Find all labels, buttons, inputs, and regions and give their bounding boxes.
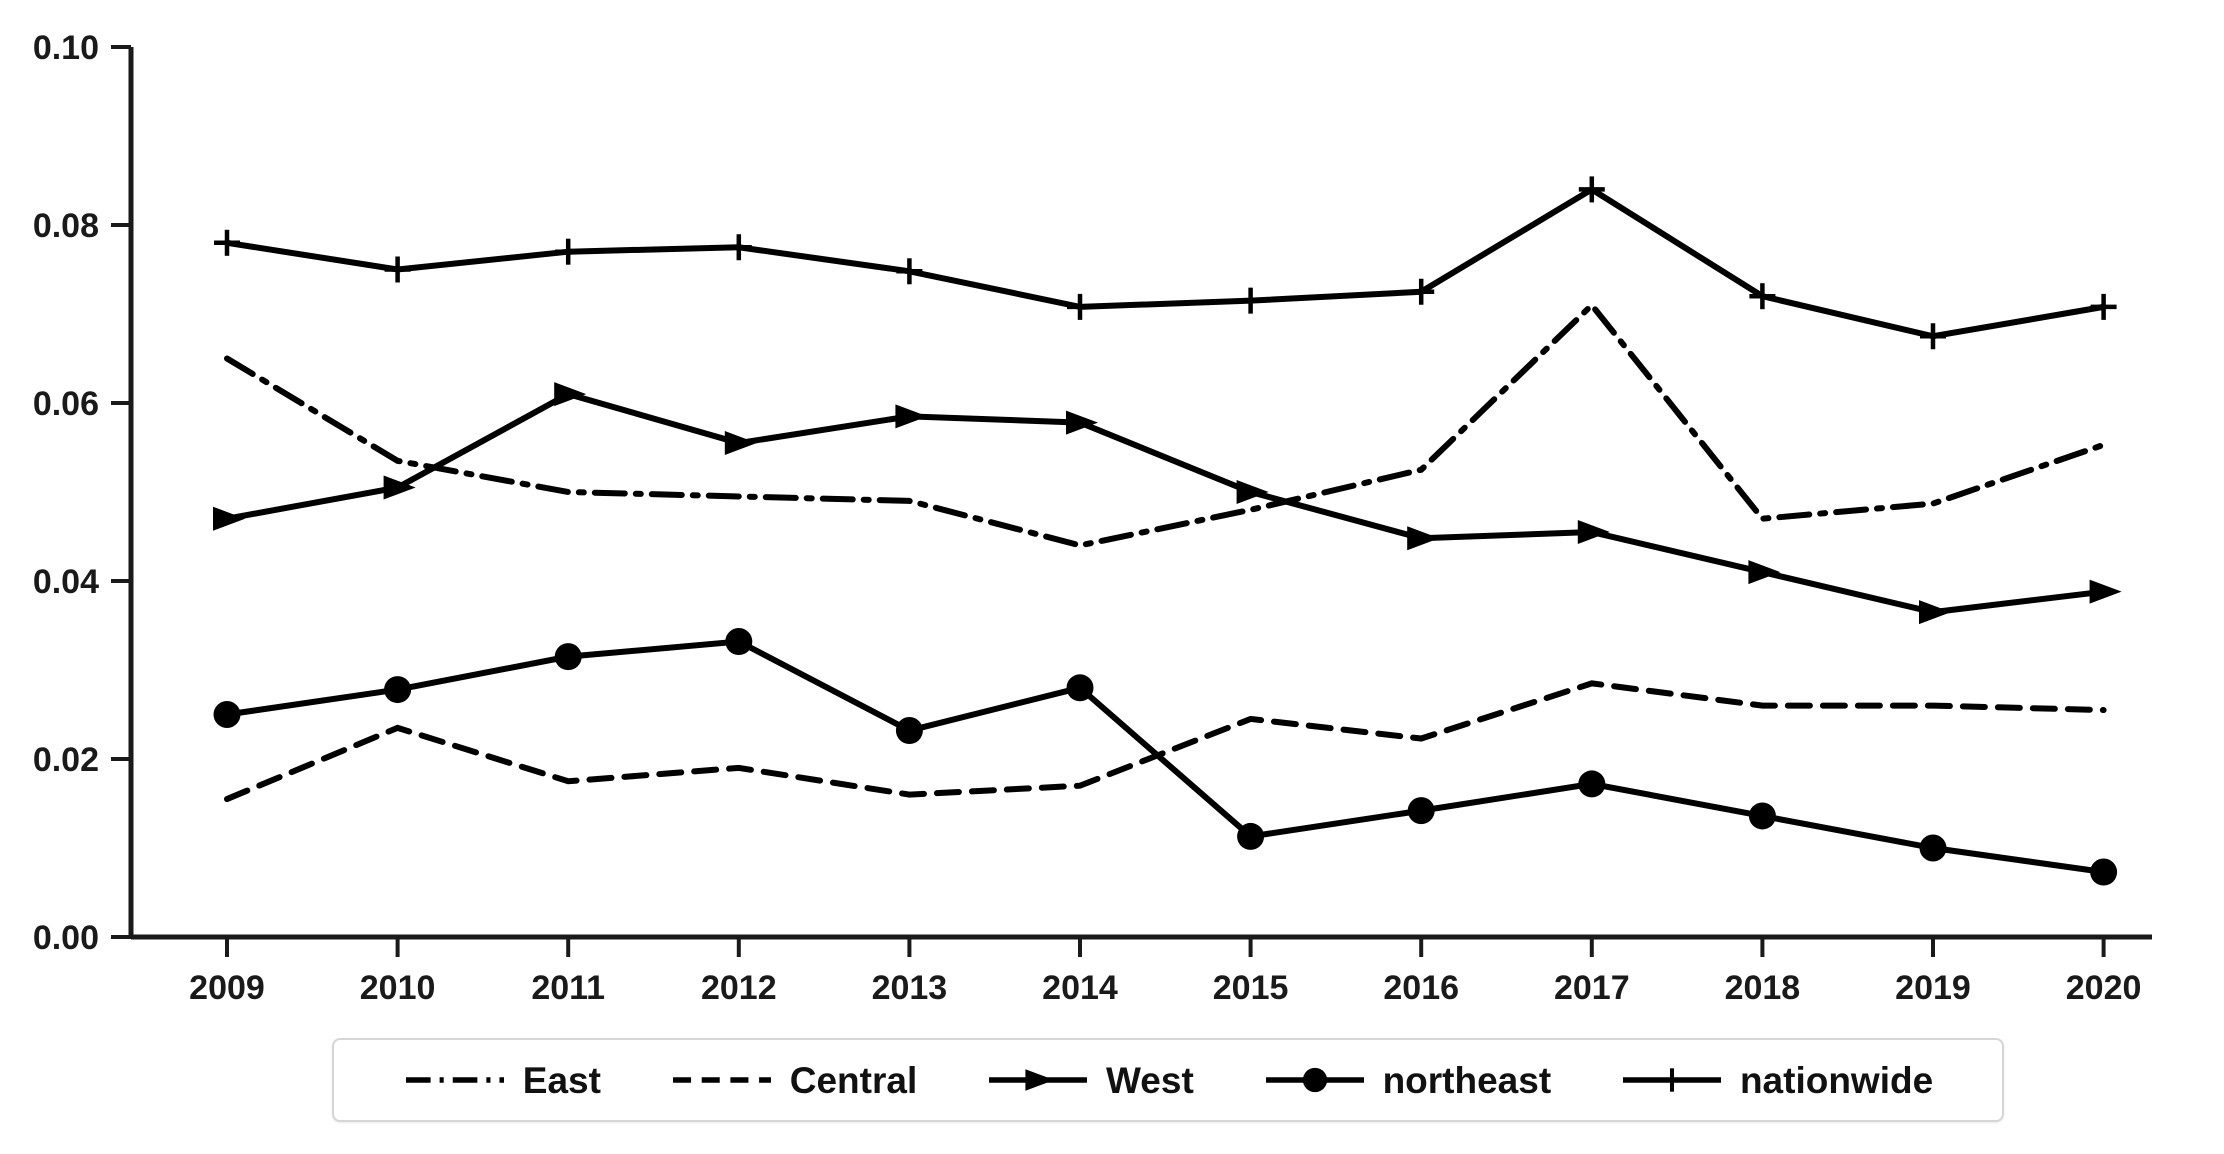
x-tick-label: 2018 (1725, 969, 1801, 1007)
triangle-marker-line-icon (989, 1069, 1088, 1091)
circle-marker (1237, 822, 1265, 850)
dashdot-line-icon (405, 1077, 504, 1083)
x-tick-label: 2020 (2066, 969, 2142, 1007)
circle-marker (1748, 802, 1776, 830)
series-line-nationwide (224, 185, 2107, 340)
y-tick-label: 0.10 (33, 29, 99, 67)
x-tick-label: 2015 (1213, 969, 1289, 1007)
triangle-right-marker (1748, 560, 1781, 585)
triangle-right-marker (1577, 520, 1610, 545)
legend-label-west: West (1106, 1059, 1194, 1101)
circle-marker-line-icon (1265, 1067, 1364, 1093)
series-line-northeast (224, 638, 2107, 876)
triangle-right-marker (1066, 410, 1098, 435)
series-line-east (224, 300, 2107, 549)
series-markers-west (213, 382, 2122, 625)
triangle-right-marker (1236, 480, 1269, 504)
dashed-line-icon (672, 1077, 771, 1083)
circle-marker (725, 628, 753, 656)
triangle-right-marker (554, 382, 587, 407)
circle-marker (1578, 770, 1606, 798)
x-tick-label: 2017 (1554, 969, 1630, 1007)
y-tick-label: 0.02 (33, 741, 99, 779)
legend-label-central: Central (789, 1059, 918, 1101)
x-tick-label: 2016 (1383, 969, 1459, 1007)
legend-item-east: East (403, 1057, 601, 1103)
circle-marker (1919, 834, 1947, 862)
x-tick-label: 2019 (1895, 969, 1971, 1007)
plus-marker-line-icon (1622, 1068, 1721, 1092)
circle-marker (895, 717, 923, 745)
legend-label-nationwide: nationwide (1739, 1059, 1934, 1101)
triangle-right-marker (724, 431, 757, 456)
triangle-right-marker (2089, 579, 2122, 604)
triangle-right-marker (895, 404, 928, 429)
legend-item-west: West (986, 1057, 1194, 1103)
triangle-right-marker (1919, 600, 1951, 625)
circle-marker (213, 701, 241, 728)
circle-marker (1066, 674, 1094, 702)
circle-marker (1407, 797, 1435, 825)
triangle-right-marker (213, 506, 245, 531)
y-tick-label: 0.06 (33, 385, 99, 423)
x-tick-label: 2009 (189, 969, 265, 1007)
series-line-central (224, 680, 2107, 803)
series-markers-northeast (213, 628, 2118, 886)
x-tick-label: 2012 (701, 969, 777, 1007)
legend-item-nationwide: nationwide (1620, 1057, 1933, 1103)
y-tick-label: 0.08 (33, 207, 99, 245)
circle-marker (2090, 858, 2118, 886)
triangle-right-marker (383, 475, 416, 500)
x-tick-label: 2010 (360, 969, 436, 1007)
x-tick-label: 2013 (872, 969, 948, 1007)
legend-item-northeast: northeast (1263, 1057, 1552, 1103)
series-markers-nationwide (214, 176, 2117, 350)
legend-label-east: East (522, 1059, 601, 1101)
legend-item-central: Central (670, 1057, 917, 1103)
y-tick-label: 0.04 (33, 563, 99, 601)
circle-marker (554, 643, 582, 671)
x-tick-label: 2014 (1042, 969, 1118, 1007)
legend-label-northeast: northeast (1382, 1059, 1552, 1101)
circle-marker (1302, 1067, 1327, 1093)
triangle-right-marker (1407, 526, 1440, 551)
series-line-west (224, 390, 2107, 616)
circle-marker (384, 676, 412, 704)
x-tick-label: 2011 (531, 969, 605, 1007)
triangle-right-marker (1025, 1069, 1055, 1091)
y-tick-label: 0.00 (33, 919, 99, 957)
chart-legend: East Central West northeast nationwide (332, 1038, 2004, 1122)
